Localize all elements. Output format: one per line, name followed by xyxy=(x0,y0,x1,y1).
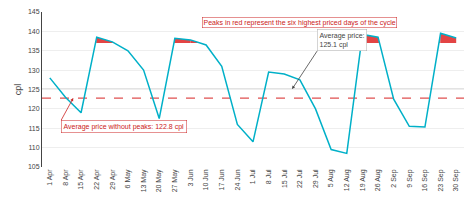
svg-text:19 Aug: 19 Aug xyxy=(359,169,367,191)
svg-text:9 Sep: 9 Sep xyxy=(406,169,414,187)
svg-text:22 Apr: 22 Apr xyxy=(93,169,101,190)
svg-text:130: 130 xyxy=(28,67,40,74)
svg-text:20 May: 20 May xyxy=(155,169,163,192)
svg-text:16 Sep: 16 Sep xyxy=(421,169,429,191)
svg-text:2 Sep: 2 Sep xyxy=(390,169,398,187)
svg-text:125: 125 xyxy=(28,86,40,93)
svg-text:3 Jun: 3 Jun xyxy=(187,169,194,186)
svg-text:145: 145 xyxy=(28,8,40,15)
svg-text:17 Jun: 17 Jun xyxy=(218,169,225,190)
svg-text:30 Sep: 30 Sep xyxy=(452,169,460,191)
svg-text:10 Jun: 10 Jun xyxy=(202,169,209,190)
svg-text:8 Apr: 8 Apr xyxy=(62,169,70,186)
svg-text:6 May: 6 May xyxy=(124,169,132,189)
svg-text:135: 135 xyxy=(28,47,40,54)
svg-text:110: 110 xyxy=(28,144,39,151)
svg-text:23 Sep: 23 Sep xyxy=(437,169,445,191)
svg-text:140: 140 xyxy=(28,28,40,35)
svg-text:Peaks in red represent the six: Peaks in red represent the six highest p… xyxy=(204,19,396,27)
svg-text:1 Jul: 1 Jul xyxy=(249,169,256,184)
svg-text:15 Jul: 15 Jul xyxy=(281,169,288,188)
svg-text:27 May: 27 May xyxy=(171,169,179,192)
svg-text:15 Apr: 15 Apr xyxy=(77,169,85,190)
svg-text:1 Apr: 1 Apr xyxy=(46,169,54,186)
svg-text:22 Jul: 22 Jul xyxy=(296,169,303,188)
svg-text:29 Apr: 29 Apr xyxy=(109,169,117,190)
svg-text:13 May: 13 May xyxy=(140,169,148,192)
svg-text:115: 115 xyxy=(28,125,39,132)
svg-text:24 Jun: 24 Jun xyxy=(234,169,241,190)
svg-text:cpl: cpl xyxy=(13,84,23,96)
svg-text:26 Aug: 26 Aug xyxy=(374,169,382,191)
svg-text:Average price without peaks: 1: Average price without peaks: 122.8 cpl xyxy=(64,123,185,131)
svg-text:120: 120 xyxy=(28,105,40,112)
svg-text:8 Jul: 8 Jul xyxy=(265,169,272,184)
svg-text:29 Jul: 29 Jul xyxy=(312,169,319,188)
svg-text:105: 105 xyxy=(28,163,40,170)
svg-text:12 Aug: 12 Aug xyxy=(343,169,351,191)
svg-text:Average price:125.1 cpl: Average price:125.1 cpl xyxy=(320,32,365,49)
svg-text:5 Aug: 5 Aug xyxy=(327,169,335,187)
